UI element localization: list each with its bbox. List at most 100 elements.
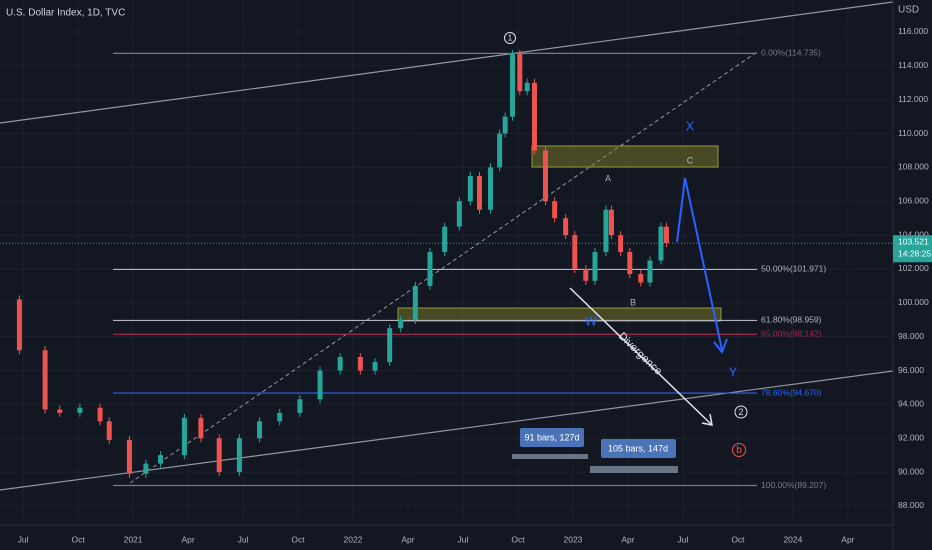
candle-body xyxy=(216,438,222,473)
divergence-arrow xyxy=(569,287,713,426)
x-tick-label: Apr xyxy=(181,534,194,544)
candle-body xyxy=(509,53,515,117)
candle-body xyxy=(257,421,263,439)
candle-body xyxy=(603,209,609,253)
candle-body xyxy=(487,167,493,210)
wave-label: W xyxy=(585,313,598,328)
wave-label: B xyxy=(630,297,636,307)
wave-circle xyxy=(504,32,516,44)
range-label: 105 bars, 147d xyxy=(608,443,668,453)
y-tick-label: 114.000 xyxy=(898,60,928,70)
trend-dashed xyxy=(129,51,758,484)
candle-body xyxy=(608,209,614,236)
price-axis xyxy=(893,0,932,550)
range-bar xyxy=(512,454,588,459)
range-box xyxy=(520,428,584,447)
channel-upper xyxy=(0,1,894,124)
wave-circle xyxy=(734,405,748,419)
candle-body xyxy=(57,409,63,413)
candle-body xyxy=(357,356,363,371)
y-tick-label: 102.000 xyxy=(898,263,929,273)
candle-body xyxy=(181,417,187,456)
candle-body xyxy=(126,439,132,474)
candle-body xyxy=(106,421,112,440)
y-tick-label: 106.000 xyxy=(898,196,929,206)
candle-body xyxy=(236,438,242,473)
candle-body xyxy=(16,299,22,351)
wave-label: 1 xyxy=(508,34,513,43)
arrow-head xyxy=(701,413,713,426)
candle-body xyxy=(77,407,83,413)
candle-body xyxy=(517,53,523,92)
candles xyxy=(0,49,893,478)
candle-body xyxy=(398,319,404,329)
x-tick-label: 2021 xyxy=(124,534,143,544)
y-tick-label: 112.000 xyxy=(898,94,928,104)
wave-circle xyxy=(732,443,746,457)
candle-body xyxy=(372,362,378,371)
axis-labels: 88.000 90.000 92.000 94.000 96.000 98.000 100.… xyxy=(18,26,929,544)
candle-body xyxy=(592,252,598,281)
candle-body xyxy=(277,412,283,422)
candle-body xyxy=(663,226,669,244)
candle-body xyxy=(97,407,103,422)
candle-body xyxy=(638,274,644,283)
y-tick-label: 104.000 xyxy=(898,229,929,239)
wave-label: Y xyxy=(729,364,738,379)
range-bar xyxy=(590,466,678,473)
candle-body xyxy=(42,350,48,410)
candle-body xyxy=(572,235,578,269)
x-tick-label: Oct xyxy=(511,534,525,544)
range-box xyxy=(601,439,676,458)
wave-label: C xyxy=(687,155,694,165)
x-tick-label: Jul xyxy=(458,534,469,544)
candle-body xyxy=(198,417,204,439)
candle-body xyxy=(337,356,343,371)
y-tick-label: 88.000 xyxy=(898,500,924,510)
wave-label: b xyxy=(736,445,742,456)
zone-upper xyxy=(531,145,719,168)
x-tick-label: 2023 xyxy=(564,534,583,544)
candle-body xyxy=(317,370,323,400)
x-tick-label: Jul xyxy=(678,534,689,544)
candle-body xyxy=(552,201,558,219)
x-tick-label: 2022 xyxy=(344,534,363,544)
wave-label: A xyxy=(605,173,611,183)
x-tick-label: 2024 xyxy=(783,534,802,544)
candle-body xyxy=(297,399,303,413)
y-tick-label: 100.000 xyxy=(898,297,929,307)
fib-label: 61.80%(98.959) xyxy=(761,315,822,325)
candle-body xyxy=(531,82,537,151)
countdown: 14:28:25 xyxy=(898,248,931,258)
fib-label: 100.00%(89.207) xyxy=(761,480,826,490)
x-tick-label: Apr xyxy=(401,534,414,544)
last-price-box xyxy=(893,235,932,263)
wave-label: 2 xyxy=(738,407,743,417)
candle-body xyxy=(143,463,149,474)
candle-body xyxy=(456,201,462,227)
x-tick-label: Apr xyxy=(621,534,634,544)
x-tick-label: Oct xyxy=(71,534,85,544)
candle-body xyxy=(563,218,569,236)
candle-body xyxy=(158,455,164,464)
candle-body xyxy=(524,82,530,92)
candle-body xyxy=(647,260,653,283)
candle-body xyxy=(467,175,473,202)
y-tick-label: 108.000 xyxy=(898,162,929,172)
y-tick-label: 94.000 xyxy=(898,399,924,409)
y-tick-label: 116.000 xyxy=(898,26,928,36)
candle-body xyxy=(627,252,633,275)
fib-label: 65.00%(98.142) xyxy=(761,329,822,339)
last-price: 103.521 xyxy=(898,236,929,246)
grid xyxy=(0,0,893,520)
x-tick-label: Oct xyxy=(291,534,305,544)
x-tick-label: Apr xyxy=(841,534,854,544)
zone-lower xyxy=(397,307,722,322)
y-tick-label: 96.000 xyxy=(898,365,924,375)
candle-body xyxy=(476,175,482,210)
range-label: 91 bars, 127d xyxy=(524,432,579,442)
projection-arrow xyxy=(676,177,723,351)
candle-body xyxy=(427,252,433,286)
candle-body xyxy=(583,268,589,281)
